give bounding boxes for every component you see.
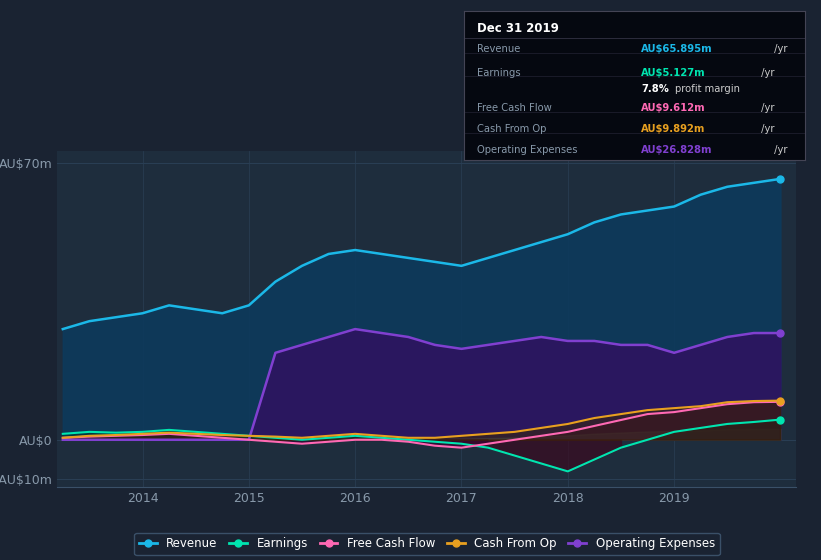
Text: Free Cash Flow: Free Cash Flow (478, 103, 553, 113)
Text: Cash From Op: Cash From Op (478, 124, 547, 134)
Text: Revenue: Revenue (478, 44, 521, 54)
Text: AU$5.127m: AU$5.127m (641, 68, 706, 78)
Text: 7.8%: 7.8% (641, 84, 669, 94)
Legend: Revenue, Earnings, Free Cash Flow, Cash From Op, Operating Expenses: Revenue, Earnings, Free Cash Flow, Cash … (135, 533, 719, 555)
Text: /yr: /yr (758, 68, 774, 78)
Text: Dec 31 2019: Dec 31 2019 (478, 22, 559, 35)
Text: /yr: /yr (758, 124, 774, 134)
Text: /yr: /yr (770, 44, 787, 54)
Text: Earnings: Earnings (478, 68, 521, 78)
Text: profit margin: profit margin (675, 84, 740, 94)
Text: AU$9.612m: AU$9.612m (641, 103, 706, 113)
Text: AU$9.892m: AU$9.892m (641, 124, 705, 134)
Text: Operating Expenses: Operating Expenses (478, 145, 578, 155)
Text: AU$65.895m: AU$65.895m (641, 44, 713, 54)
Text: /yr: /yr (770, 145, 787, 155)
Text: AU$26.828m: AU$26.828m (641, 145, 713, 155)
Text: /yr: /yr (758, 103, 774, 113)
